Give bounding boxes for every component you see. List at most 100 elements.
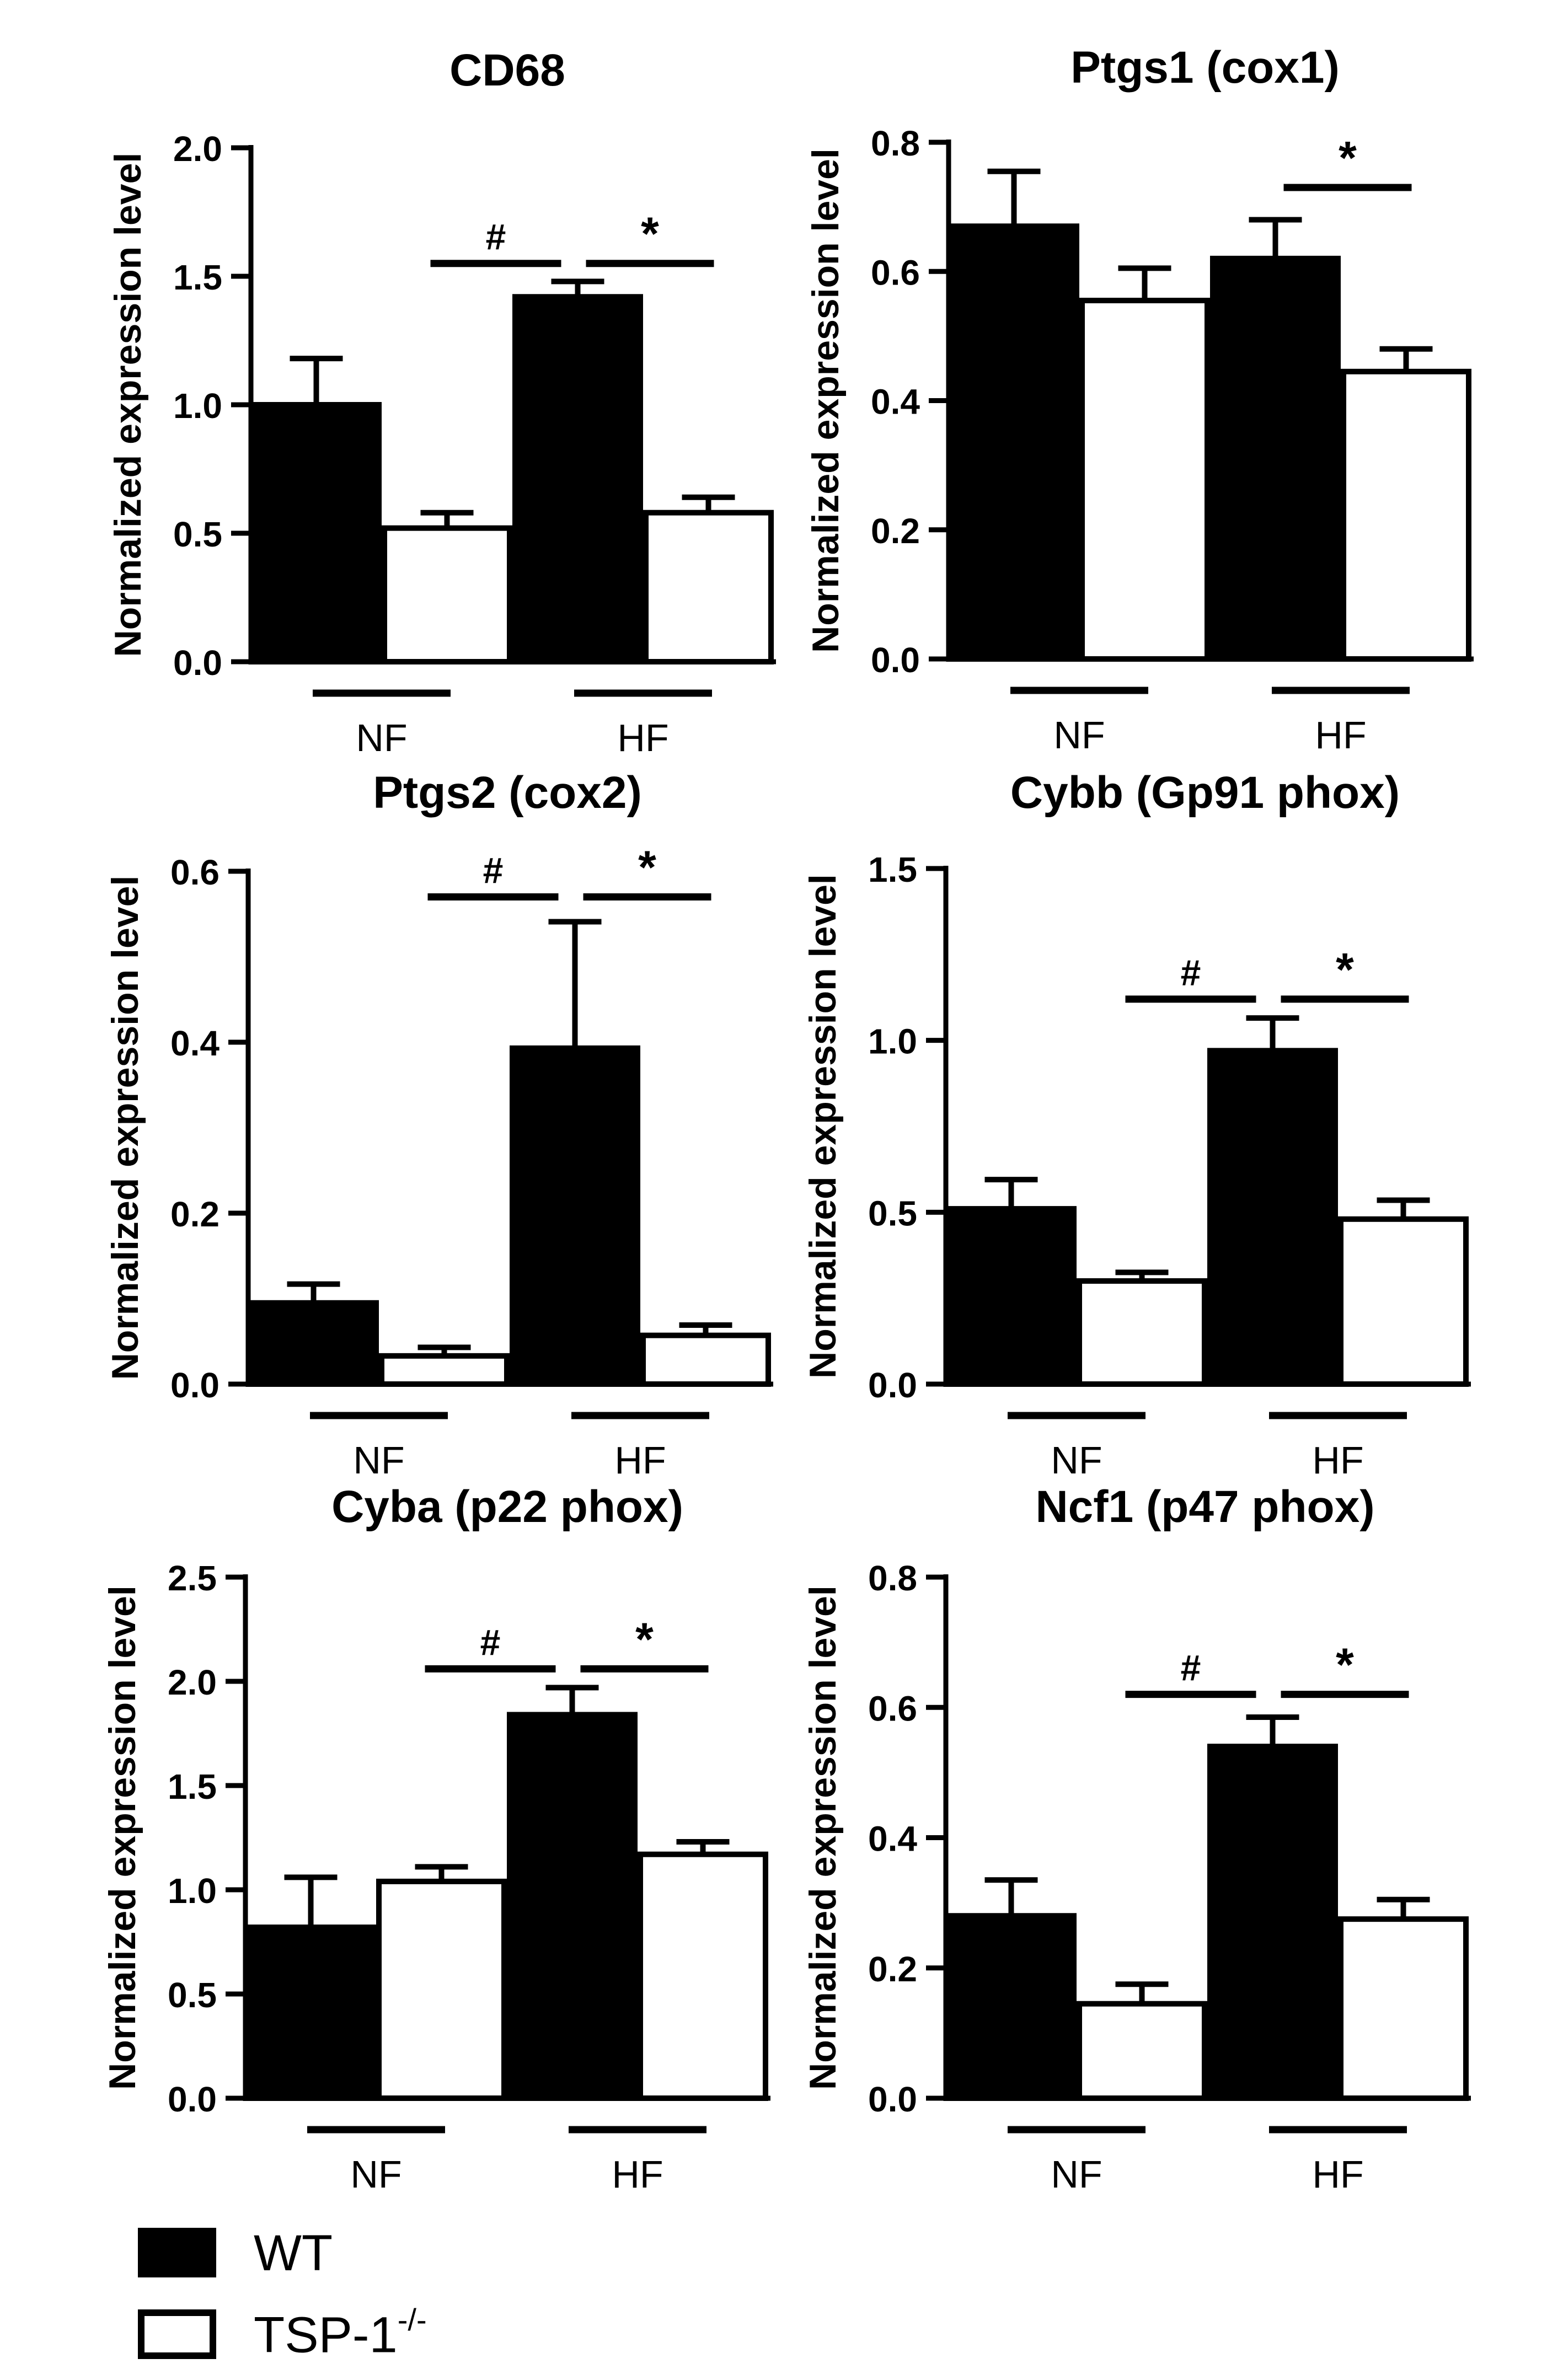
bar-nf-tsp1: [1077, 2001, 1207, 2101]
y-tick-label: 2.0: [173, 129, 222, 169]
bar-nf-wt: [248, 1300, 379, 1387]
group-label-nf: NF: [1051, 2153, 1102, 2196]
significance-star: *: [1339, 132, 1357, 184]
significance-star: *: [641, 208, 659, 260]
chart-title: Ncf1 (p47 phox): [1035, 1482, 1374, 1532]
group-label-hf: HF: [614, 1439, 666, 1482]
y-axis-label: Normalized expression level: [104, 876, 146, 1380]
group-label-hf: HF: [1315, 714, 1366, 757]
group-label-nf: NF: [353, 1439, 404, 1482]
bar-hf-tsp1: [638, 1851, 768, 2101]
y-tick-label: 0.2: [868, 1949, 917, 1989]
bar-nf-tsp1: [379, 1353, 510, 1387]
bar-nf-wt: [949, 223, 1079, 662]
bar-hf-wt: [1207, 1048, 1338, 1387]
y-tick-label: 0.6: [871, 253, 920, 292]
y-axis-label: Normalized expression level: [101, 1585, 143, 2090]
y-axis-label: Normalized expression level: [802, 874, 844, 1379]
y-tick-label: 2.0: [168, 1663, 217, 1702]
group-label-nf: NF: [356, 716, 407, 759]
group-label-hf: HF: [1312, 1439, 1363, 1482]
y-tick-label: 0.2: [170, 1194, 220, 1234]
chart-title: CD68: [449, 45, 565, 95]
y-tick-label: 0.8: [868, 1558, 917, 1598]
bar-hf-wt: [1207, 1744, 1338, 2101]
chart-panel-cd68: CD68 Normalized expression level 0.0 0.5 1.0…: [107, 45, 776, 759]
y-tick-label: 1.0: [868, 1022, 917, 1062]
group-label-hf: HF: [612, 2153, 663, 2196]
significance-star: *: [1336, 944, 1354, 995]
bar-nf-tsp1: [1077, 1278, 1207, 1387]
y-tick-label: 0.0: [868, 1365, 917, 1405]
chart-panel-cyba-p22-phox: Cyba (p22 phox) Normalized expression lev…: [101, 1482, 770, 2196]
y-tick-label: 0.4: [868, 1819, 917, 1859]
legend-item-wt: WT: [138, 2225, 579, 2283]
legend-label-tsp1: TSP-1-/-: [254, 2302, 427, 2365]
significance-hash: #: [1181, 952, 1201, 993]
bar-nf-wt: [245, 1925, 376, 2102]
y-tick-label: 0.5: [173, 514, 222, 554]
y-tick-label: 0.0: [170, 1365, 220, 1405]
y-tick-label: 0.0: [868, 2079, 917, 2119]
legend-label-wt: WT: [254, 2225, 333, 2281]
bar-hf-tsp1: [1338, 1216, 1469, 1387]
chart-panel-ncf1-p47-phox: Ncf1 (p47 phox) Normalized expression lev…: [802, 1482, 1471, 2196]
bar-nf-wt: [946, 1206, 1077, 1387]
significance-hash: #: [480, 1622, 501, 1663]
bar-nf-tsp1: [1079, 297, 1210, 662]
chart-panel-cybb-gp91-phox: Cybb (Gp91 phox) Normalized expression le…: [802, 768, 1471, 1482]
y-axis-label: Normalized expression level: [802, 1585, 844, 2090]
bar-hf-tsp1: [1341, 368, 1471, 662]
chart-panel-ptgs2-cox2: Ptgs2 (cox2) Normalized expression level 0…: [104, 768, 773, 1482]
y-tick-label: 0.5: [168, 1975, 217, 2015]
legend-swatch-wt: [138, 2228, 216, 2277]
significance-hash: #: [1181, 1648, 1201, 1688]
bar-nf-wt: [251, 402, 382, 664]
y-tick-label: 1.0: [168, 1871, 217, 1911]
bar-hf-tsp1: [1338, 1916, 1469, 2101]
y-tick-label: 0.6: [170, 853, 220, 892]
significance-star: *: [638, 841, 656, 893]
bar-hf-wt: [512, 294, 643, 664]
chart-title: Ptgs2 (cox2): [373, 768, 642, 818]
y-tick-label: 0.4: [170, 1023, 220, 1063]
y-tick-label: 0.0: [168, 2079, 217, 2119]
group-label-hf: HF: [1312, 2153, 1363, 2196]
legend: WT TSP-1-/-: [138, 2225, 579, 2371]
y-tick-label: 1.5: [868, 850, 917, 889]
bar-nf-wt: [946, 1913, 1077, 2101]
group-label-hf: HF: [617, 716, 668, 759]
y-tick-label: 2.5: [168, 1558, 217, 1598]
y-axis-label: Normalized expression level: [107, 153, 149, 657]
y-tick-label: 0.4: [871, 382, 920, 422]
y-tick-label: 0.0: [173, 643, 222, 683]
y-tick-label: 0.6: [868, 1688, 917, 1728]
bar-hf-wt: [1210, 255, 1341, 662]
significance-hash: #: [483, 850, 504, 891]
chart-title: Ptgs1 (cox1): [1070, 42, 1340, 93]
bar-hf-wt: [510, 1045, 640, 1387]
significance-star: *: [1336, 1639, 1354, 1691]
group-label-nf: NF: [1051, 1439, 1102, 1482]
significance-hash: #: [486, 217, 506, 258]
bar-hf-tsp1: [643, 510, 774, 664]
y-axis-label: Normalized expression level: [805, 148, 847, 653]
legend-item-tsp1: TSP-1-/-: [138, 2302, 579, 2365]
y-tick-label: 0.5: [868, 1193, 917, 1233]
group-label-nf: NF: [350, 2153, 402, 2196]
y-tick-label: 1.5: [173, 258, 222, 297]
chart-title: Cyba (p22 phox): [331, 1482, 683, 1532]
y-tick-label: 1.0: [173, 386, 222, 426]
bar-hf-wt: [507, 1712, 638, 2101]
y-tick-label: 0.2: [871, 511, 920, 551]
chart-title: Cybb (Gp91 phox): [1010, 768, 1400, 818]
significance-star: *: [635, 1613, 654, 1665]
y-tick-label: 0.8: [871, 124, 920, 163]
bar-hf-tsp1: [640, 1332, 771, 1387]
legend-swatch-tsp1: [138, 2309, 216, 2359]
y-tick-label: 1.5: [168, 1767, 217, 1807]
y-tick-label: 0.0: [871, 640, 920, 680]
legend-label-tsp1-text: TSP-1: [254, 2307, 398, 2363]
legend-label-tsp1-superscript: -/-: [397, 2302, 427, 2337]
